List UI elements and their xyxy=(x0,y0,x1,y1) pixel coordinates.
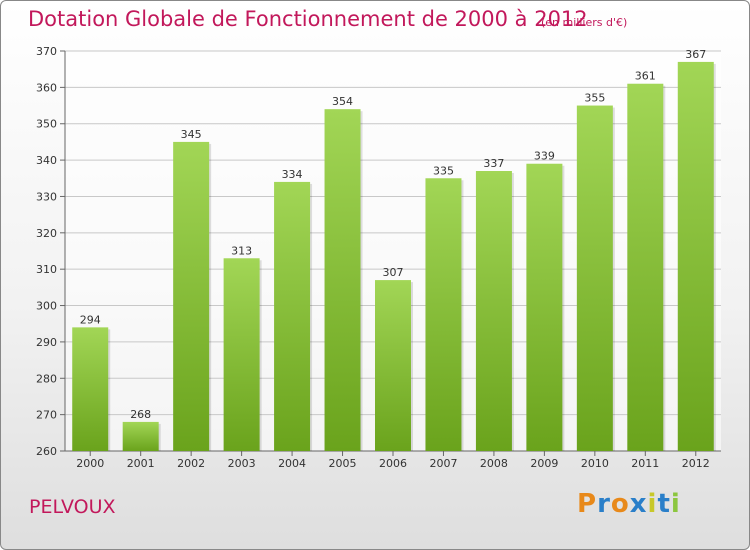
bar-value-label: 335 xyxy=(433,164,454,177)
y-tick-label: 350 xyxy=(36,118,57,131)
bar xyxy=(526,163,563,451)
y-tick-label: 310 xyxy=(36,263,57,276)
logo-letter: r xyxy=(597,489,611,519)
bar-value-label: 268 xyxy=(130,408,151,421)
bar xyxy=(576,105,613,451)
y-tick-label: 260 xyxy=(36,445,57,458)
bar xyxy=(425,178,462,452)
y-tick-label: 360 xyxy=(36,81,57,94)
logo-letter: t xyxy=(657,489,671,519)
x-tick-label: 2001 xyxy=(127,457,155,470)
x-tick-label: 2010 xyxy=(581,457,609,470)
x-tick-label: 2012 xyxy=(682,457,710,470)
bar-value-label: 294 xyxy=(80,313,101,326)
bar xyxy=(223,258,260,451)
chart-unit: (en milliers d'€) xyxy=(541,16,628,29)
logo-letter: i xyxy=(647,489,658,519)
bar xyxy=(475,171,512,451)
proxiti-logo: Proxiti xyxy=(577,489,681,519)
bar xyxy=(72,327,109,451)
x-tick-label: 2003 xyxy=(228,457,256,470)
bar-value-label: 339 xyxy=(534,150,555,163)
bar xyxy=(274,181,311,451)
logo-letter: i xyxy=(670,489,681,519)
bar xyxy=(627,83,664,452)
y-tick-label: 300 xyxy=(36,300,57,313)
bar-value-label: 361 xyxy=(635,70,656,83)
bar xyxy=(677,61,714,452)
bar xyxy=(173,141,210,451)
logo-letter: x xyxy=(629,489,648,519)
bar-value-label: 355 xyxy=(584,92,605,105)
commune-name: PELVOUX xyxy=(29,496,116,518)
logo-letter: P xyxy=(577,489,598,519)
bar-value-label: 313 xyxy=(231,244,252,257)
bar-value-label: 354 xyxy=(332,95,353,108)
x-tick-label: 2002 xyxy=(177,457,205,470)
x-tick-label: 2004 xyxy=(278,457,306,470)
chart-title: Dotation Globale de Fonctionnement de 20… xyxy=(28,7,588,31)
x-tick-label: 2007 xyxy=(429,457,457,470)
y-tick-label: 280 xyxy=(36,372,57,385)
bar-value-label: 307 xyxy=(383,266,404,279)
x-tick-label: 2008 xyxy=(480,457,508,470)
bar-value-label: 334 xyxy=(282,168,303,181)
y-tick-label: 370 xyxy=(36,45,57,58)
bar xyxy=(122,421,159,451)
bar-value-label: 367 xyxy=(685,48,706,61)
logo-letter: o xyxy=(610,489,630,519)
y-tick-label: 330 xyxy=(36,190,57,203)
bar xyxy=(375,280,411,451)
bar-value-label: 337 xyxy=(483,157,504,170)
x-tick-label: 2005 xyxy=(329,457,357,470)
x-tick-label: 2009 xyxy=(530,457,558,470)
x-tick-label: 2006 xyxy=(379,457,407,470)
y-tick-label: 340 xyxy=(36,154,57,167)
bar xyxy=(324,109,361,451)
y-tick-label: 270 xyxy=(36,409,57,422)
y-tick-label: 290 xyxy=(36,336,57,349)
x-tick-label: 2000 xyxy=(76,457,104,470)
y-tick-label: 320 xyxy=(36,227,57,240)
x-tick-label: 2011 xyxy=(631,457,659,470)
bar-value-label: 345 xyxy=(181,128,202,141)
